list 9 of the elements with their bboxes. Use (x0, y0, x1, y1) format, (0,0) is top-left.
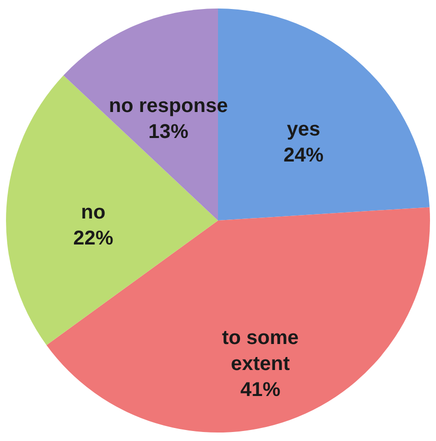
slice-label: to some extent (222, 327, 299, 376)
slice-label: yes (286, 118, 320, 140)
data-label: 24% (284, 144, 324, 166)
pie-slice (46, 207, 430, 432)
slice-label: no (81, 202, 106, 224)
data-label: 22% (73, 228, 114, 250)
data-label: 13% (148, 120, 189, 143)
slice-label: no response (108, 94, 228, 117)
data-label: 41% (240, 379, 281, 402)
